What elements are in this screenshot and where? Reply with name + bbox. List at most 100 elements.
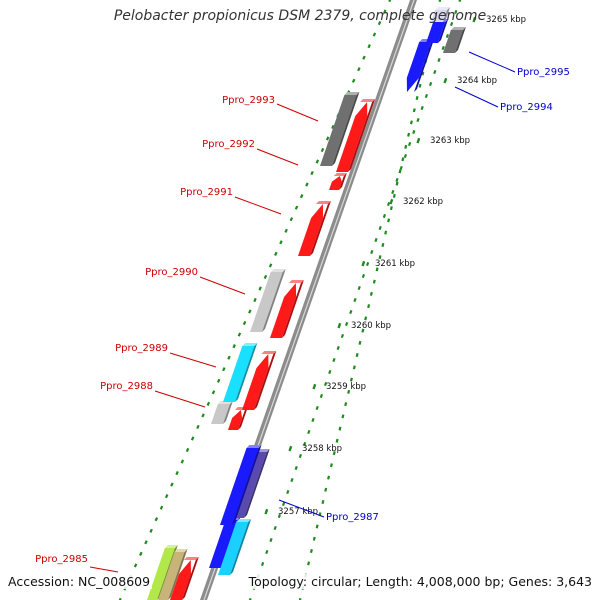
tick-dot <box>206 401 211 406</box>
tick-dot <box>358 340 362 345</box>
tick-dot <box>332 357 336 363</box>
gene-leader-line <box>454 86 499 108</box>
tick-dot <box>416 117 420 123</box>
scale-tick-label: 3259 kbp <box>326 382 366 392</box>
tick-dot <box>248 309 252 314</box>
feature-block-cds-forward <box>329 173 347 190</box>
tick-dot <box>329 463 333 468</box>
tick-dot <box>305 182 309 187</box>
tick-dot <box>449 21 454 27</box>
tick-dot <box>336 345 340 351</box>
tick-dot <box>312 536 316 541</box>
tick-dot <box>286 489 290 495</box>
tick-dot <box>325 136 330 141</box>
feature-shade <box>348 99 376 172</box>
scale-tick-mark <box>361 260 366 267</box>
tick-dot <box>381 242 385 247</box>
genome-summary-text: Topology: circular; Length: 4,008,000 bp… <box>246 574 594 589</box>
tick-dot <box>412 108 416 113</box>
feature-body <box>298 204 324 256</box>
feature-shade <box>443 7 451 22</box>
map-title: Pelobacter propionicus DSM 2379, complet… <box>113 8 487 24</box>
tick-dot <box>175 470 179 476</box>
feature-shade <box>438 19 449 43</box>
tick-dot <box>401 157 405 162</box>
tick-dot <box>273 525 277 531</box>
feature-highlight <box>236 519 252 522</box>
tick-dot <box>344 402 348 407</box>
tick-dot <box>315 405 319 411</box>
feature-highlight <box>183 557 199 560</box>
feature-highlight <box>333 173 347 176</box>
tick-dot <box>386 201 391 207</box>
tick-dot <box>185 447 190 453</box>
gene-label: Ppro_2995 <box>517 67 570 78</box>
tick-dot <box>407 141 412 147</box>
feature-shade <box>262 269 286 332</box>
tick-dot <box>268 263 273 268</box>
scale-tick-mark <box>416 137 421 144</box>
tick-dot <box>365 261 370 267</box>
gene-leader-line <box>468 51 516 73</box>
tick-dot <box>357 67 361 72</box>
tick-dot <box>372 32 377 37</box>
tick-dot <box>327 475 331 480</box>
tick-dot <box>118 597 122 600</box>
gene-label: Ppro_2993 <box>222 95 275 106</box>
tick-dot <box>139 551 143 556</box>
tick-dot <box>281 501 286 507</box>
feature-body <box>147 548 175 600</box>
feature-block-cog-function <box>223 343 258 402</box>
scale-tick-mark <box>312 383 317 390</box>
feature-shade <box>254 351 277 410</box>
scale-tick-mark <box>288 445 293 452</box>
feature-shade <box>455 27 466 53</box>
tick-dot <box>159 505 164 510</box>
feature-shade <box>238 407 248 430</box>
tick-dot <box>279 240 283 245</box>
tick-dot <box>398 169 402 174</box>
tick-dot <box>335 438 339 443</box>
tick-dot <box>311 417 315 423</box>
gene-leader-line <box>256 148 299 166</box>
scale-tick-label: 3258 kbp <box>302 444 342 454</box>
tick-dot <box>352 365 356 370</box>
tick-dot <box>328 369 332 375</box>
tick-dot <box>387 218 391 223</box>
tick-dot <box>367 304 371 309</box>
feature-body <box>218 522 249 575</box>
tick-dot <box>302 441 307 447</box>
tick-dot <box>382 213 387 219</box>
tick-dot <box>437 57 441 63</box>
tick-dot <box>369 291 373 296</box>
tick-dot <box>232 344 236 349</box>
feature-body <box>336 102 368 172</box>
tick-dot <box>284 228 288 233</box>
tick-dot <box>227 355 231 360</box>
tick-dot <box>438 0 442 3</box>
tick-dot <box>428 81 433 87</box>
tick-dot <box>190 436 195 441</box>
tick-dot <box>309 548 313 553</box>
tick-dot <box>353 297 357 303</box>
tick-dot <box>361 273 366 279</box>
tick-dot <box>412 129 416 135</box>
tick-dot <box>331 124 335 130</box>
feature-body <box>443 30 463 53</box>
feature-body <box>223 346 255 402</box>
scale-tick-mark <box>472 16 477 23</box>
tick-dot <box>258 286 262 291</box>
feature-body <box>170 560 191 600</box>
feature-highlight <box>450 27 466 30</box>
tick-dot <box>357 285 361 291</box>
feature-shade <box>182 557 199 600</box>
gene-label: Ppro_2989 <box>115 343 168 354</box>
tick-dot <box>388 0 392 3</box>
gene-label: Ppro_2991 <box>180 187 233 198</box>
feature-body <box>250 272 283 332</box>
tick-dot <box>263 274 268 280</box>
feature-highlight <box>242 343 258 346</box>
feature-block-cds-forward <box>336 99 376 172</box>
tick-dot <box>299 194 304 199</box>
